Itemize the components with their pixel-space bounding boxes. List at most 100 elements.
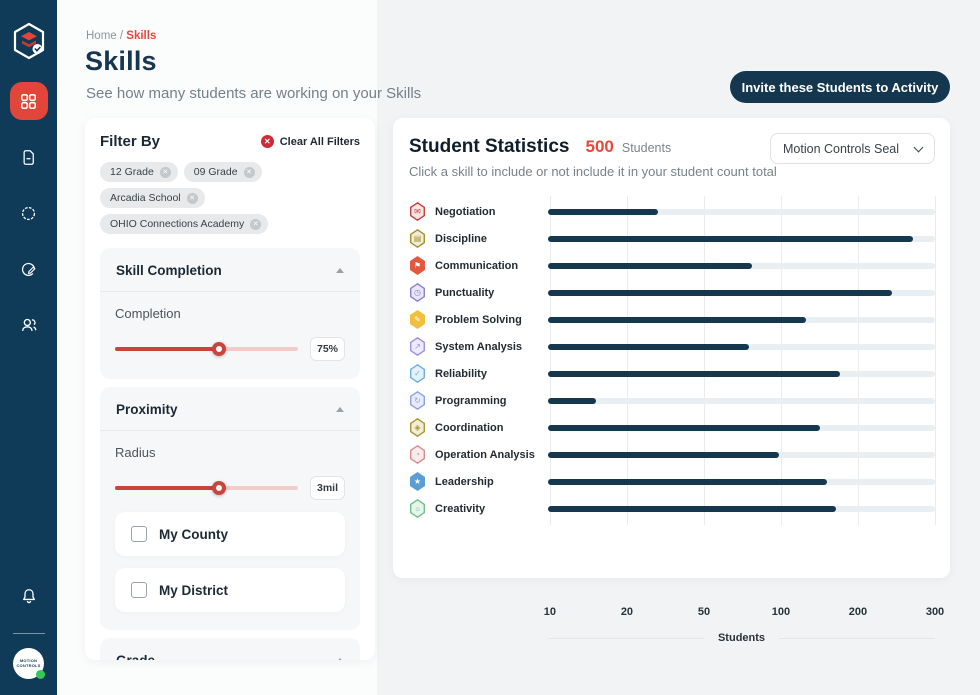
skill-row[interactable]: ★ Leadership (409, 468, 935, 495)
sidebar-item-dashboard[interactable] (9, 82, 48, 120)
x-tick-label: 50 (697, 606, 711, 618)
filter-chip-label: 09 Grade (193, 166, 238, 178)
skill-row[interactable]: ◈ Coordination (409, 414, 935, 441)
skill-completion-header[interactable]: Skill Completion (100, 248, 360, 292)
remove-chip-icon[interactable]: ✕ (186, 192, 198, 204)
bar (548, 262, 752, 269)
avatar-logo-text: MOTION CONTROLS (16, 657, 41, 668)
grade-header[interactable]: Grade (100, 638, 360, 660)
dashboard-grid-icon (19, 92, 38, 111)
skill-legend[interactable]: ◔ Operation Analysis (409, 445, 548, 464)
checkbox-unchecked-icon[interactable] (131, 582, 147, 598)
checkbox-option[interactable]: My District (115, 568, 345, 612)
skill-legend[interactable]: ✓ Reliability (409, 364, 548, 383)
user-avatar[interactable]: MOTION CONTROLS (13, 648, 45, 679)
skill-row[interactable]: ⚑ Communication (409, 252, 935, 279)
users-icon (19, 315, 39, 335)
bar-track (548, 208, 935, 215)
slider-thumb[interactable] (212, 481, 227, 495)
bar-track (548, 397, 935, 404)
bar-track (548, 505, 935, 512)
sidebar-item-students[interactable] (10, 306, 48, 344)
sidebar-item-progress[interactable] (10, 250, 48, 288)
slider-thumb[interactable] (212, 342, 227, 356)
collapse-arrow-icon (336, 658, 344, 660)
gridline (780, 196, 782, 525)
skill-row[interactable]: ✎ Problem Solving (409, 306, 935, 333)
skill-label: Punctuality (435, 286, 495, 299)
checkbox-option-label: My District (159, 582, 229, 598)
skill-row[interactable]: ◷ Punctuality (409, 279, 935, 306)
x-axis-ticks: 10 20 50 100 200 300 (544, 606, 944, 620)
problem-solving-icon: ✎ (410, 310, 425, 329)
skill-legend[interactable]: ◷ Punctuality (409, 283, 548, 302)
skill-label: Coordination (435, 421, 504, 434)
filter-chip-label: Arcadia School (110, 192, 181, 204)
skill-legend[interactable]: ✎ Problem Solving (409, 310, 548, 329)
skill-row[interactable]: ↗ System Analysis (409, 333, 935, 360)
sidebar-item-seals[interactable] (10, 194, 48, 232)
filter-chip[interactable]: Arcadia School ✕ (100, 188, 205, 208)
completion-slider[interactable] (115, 342, 298, 356)
bar (548, 289, 892, 296)
axis-divider-line (548, 637, 704, 639)
skill-label: Problem Solving (435, 313, 522, 326)
sidebar-item-documents[interactable] (10, 138, 48, 176)
proximity-header[interactable]: Proximity (100, 387, 360, 431)
skill-row[interactable]: ✓ Reliability (409, 360, 935, 387)
skill-legend[interactable]: ✉ Negotiation (409, 202, 548, 221)
skill-label: Reliability (435, 367, 487, 380)
skill-row[interactable]: ▤ Discipline (409, 225, 935, 252)
x-axis-label-row: Students (548, 632, 935, 644)
filter-chip[interactable]: OHIO Connections Academy ✕ (100, 214, 269, 234)
seal-dropdown[interactable]: Motion Controls Seal (770, 133, 935, 164)
bar (548, 397, 597, 404)
skill-legend[interactable]: ☼ Creativity (409, 499, 548, 518)
breadcrumb-home[interactable]: Home (86, 30, 117, 42)
bar (548, 235, 914, 242)
skill-row[interactable]: ☼ Creativity (409, 495, 935, 522)
notifications-button[interactable] (19, 586, 39, 611)
filter-chip[interactable]: 09 Grade ✕ (183, 162, 262, 182)
skill-legend[interactable]: ↗ System Analysis (409, 337, 548, 356)
skill-row[interactable]: ↻ Programming (409, 387, 935, 414)
programming-icon: ↻ (410, 391, 425, 410)
skill-legend[interactable]: ↻ Programming (409, 391, 548, 410)
skill-row[interactable]: ✉ Negotiation (409, 198, 935, 225)
radius-slider[interactable] (115, 481, 298, 495)
checkbox-option[interactable]: My County (115, 512, 345, 556)
student-count: 500 (585, 137, 614, 156)
axis-divider-line (779, 637, 935, 639)
remove-chip-icon[interactable]: ✕ (159, 166, 171, 178)
bar (548, 208, 658, 215)
skill-legend[interactable]: ⚑ Communication (409, 256, 548, 275)
filter-by-title: Filter By (100, 133, 161, 150)
bar-track (548, 370, 935, 377)
skill-legend[interactable]: ◈ Coordination (409, 418, 548, 437)
breadcrumb: Home / Skills (86, 30, 156, 42)
chart-gridlines (548, 196, 936, 525)
bar-track (548, 262, 935, 269)
clear-all-filters-button[interactable]: ✕ Clear All Filters (260, 135, 360, 148)
bar-track (548, 478, 935, 485)
skill-label: Communication (435, 259, 519, 272)
checkbox-unchecked-icon[interactable] (131, 526, 147, 542)
remove-chip-icon[interactable]: ✕ (243, 166, 255, 178)
x-tick-label: 20 (620, 606, 634, 618)
punctuality-icon: ◷ (410, 283, 425, 302)
collapse-arrow-icon (336, 268, 344, 273)
filter-chips: 12 Grade ✕ 09 Grade ✕ Arcadia School ✕ OHIO Co… (100, 162, 360, 234)
skill-row[interactable]: ◔ Operation Analysis (409, 441, 935, 468)
invite-students-button[interactable]: Invite these Students to Activity (730, 71, 950, 103)
clear-filters-label: Clear All Filters (279, 135, 360, 148)
remove-chip-icon[interactable]: ✕ (250, 218, 262, 230)
radius-value-badge: 3mil (309, 476, 345, 500)
skill-legend[interactable]: ▤ Discipline (409, 229, 548, 248)
breadcrumb-separator: / (119, 30, 124, 42)
filter-panel: Filter By ✕ Clear All Filters 12 Grade ✕ 0… (85, 118, 375, 660)
app-logo[interactable] (9, 20, 49, 64)
bar (548, 343, 749, 350)
filter-chip[interactable]: 12 Grade ✕ (100, 162, 178, 182)
skill-legend[interactable]: ★ Leadership (409, 472, 548, 491)
negotiation-icon: ✉ (410, 202, 425, 221)
